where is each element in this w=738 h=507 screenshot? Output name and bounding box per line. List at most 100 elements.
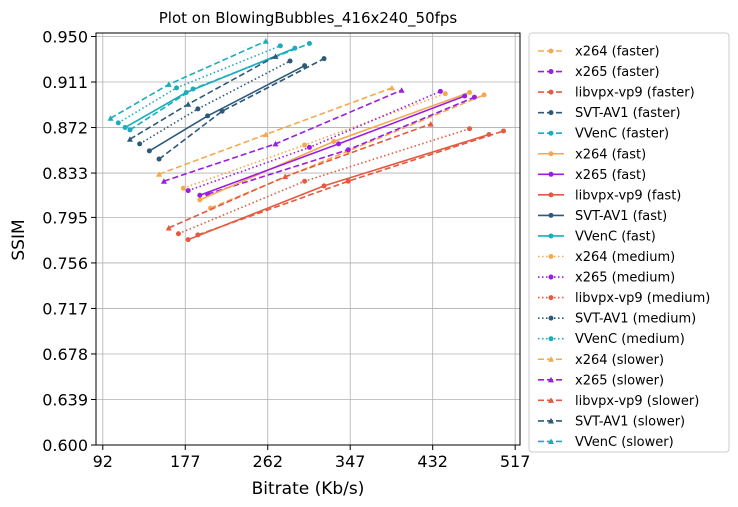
data-point: [219, 108, 225, 114]
data-point: [287, 58, 293, 64]
data-point: [197, 197, 203, 203]
data-point: [205, 113, 211, 119]
y-axis-label: SSIM: [9, 219, 29, 260]
series-line: [158, 57, 325, 160]
legend-label: SVT-AV1 (slower): [575, 414, 685, 429]
legend-label: SVT-AV1 (fast): [575, 209, 667, 224]
data-point: [122, 125, 128, 131]
y-tick-label: 0.833: [42, 164, 88, 183]
legend-item: VVenC (slower): [538, 435, 674, 450]
axis-ticks: 92 177 262 347 432 517 0.600 0.639 0.678 0.717 0.7…: [42, 28, 530, 471]
data-point: [165, 224, 172, 231]
series-x265-medium: [185, 88, 443, 194]
series-line: [117, 45, 281, 124]
legend-swatch-marker: [548, 315, 554, 321]
legend-label: x265 (fast): [575, 168, 646, 183]
legend-swatch-marker: [548, 48, 554, 54]
legend-item: libvpx-vp9 (medium): [538, 291, 710, 306]
data-point: [160, 178, 167, 184]
data-point: [336, 141, 342, 147]
plot-frame: [95, 32, 521, 446]
data-point: [471, 94, 477, 100]
legend-label: SVT-AV1 (medium): [575, 312, 696, 327]
series-svt-av1-fast: [146, 63, 308, 154]
series-libvpx-vp9-slower: [165, 121, 434, 231]
data-point: [302, 63, 308, 69]
series-svt-av1-faster: [156, 56, 327, 162]
y-tick-label: 0.872: [42, 119, 88, 138]
series-x264-medium: [180, 91, 448, 191]
data-point: [467, 90, 473, 96]
series-line: [178, 127, 470, 235]
legend-item: x264 (faster): [538, 45, 660, 60]
legend-item: SVT-AV1 (slower): [538, 414, 685, 429]
series-libvpx-vp9-fast: [185, 132, 492, 243]
legend-label: x264 (fast): [575, 147, 646, 162]
data-point: [306, 41, 312, 47]
series-x265-slower: [160, 87, 405, 184]
series-vvenc-medium: [115, 43, 283, 126]
legend-item: libvpx-vp9 (fast): [538, 188, 681, 203]
legend-swatch-marker: [548, 336, 554, 342]
data-point: [272, 140, 279, 147]
data-point: [277, 43, 283, 49]
data-point: [127, 127, 133, 133]
series-libvpx-vp9-faster: [195, 128, 507, 238]
data-point: [185, 237, 191, 243]
legend-swatch-marker: [548, 151, 554, 157]
data-point: [282, 173, 289, 180]
y-tick-label: 0.678: [42, 345, 88, 364]
data-point: [486, 132, 492, 138]
data-point: [262, 131, 269, 138]
data-point: [183, 90, 189, 96]
legend-item: x265 (slower): [538, 373, 664, 388]
legend-label: libvpx-vp9 (slower): [575, 394, 699, 409]
y-tick-label: 0.639: [42, 390, 88, 409]
chart-title: Plot on BlowingBubbles_416x240_50fps: [159, 9, 458, 28]
data-point: [501, 128, 507, 134]
data-point: [126, 136, 133, 142]
series-svt-av1-slower: [126, 53, 279, 142]
data-point: [292, 45, 298, 51]
legend-item: libvpx-vp9 (faster): [538, 86, 695, 101]
data-point: [180, 185, 186, 191]
data-point: [197, 192, 203, 198]
series-svt-av1-medium: [137, 58, 293, 147]
series-line: [139, 60, 291, 145]
y-tick-label: 0.911: [42, 73, 88, 92]
series-x264-slower: [156, 84, 395, 177]
x-tick-label: 92: [93, 452, 113, 471]
legend-label: libvpx-vp9 (faster): [575, 86, 695, 101]
series-vvenc-slower: [107, 38, 269, 121]
data-point: [462, 93, 468, 99]
legend-item: SVT-AV1 (fast): [538, 209, 667, 224]
legend-swatch-marker: [548, 254, 554, 259]
x-tick-label: 262: [252, 452, 283, 471]
legend-box: [528, 32, 730, 453]
legend-item: VVenC (medium): [538, 332, 685, 347]
legend-swatch-marker: [548, 376, 554, 383]
legend-swatch-marker: [548, 438, 554, 444]
legend-swatch-marker: [548, 130, 554, 136]
series-x264-fast: [197, 90, 473, 203]
legend-item: x264 (slower): [538, 353, 664, 368]
legend-label: x264 (medium): [575, 250, 675, 265]
data-point: [302, 178, 308, 184]
legend-label: VVenC (fast): [575, 229, 656, 244]
legend-item: VVenC (fast): [538, 229, 656, 244]
series-layer: [107, 38, 507, 243]
grid-lines: [96, 33, 520, 446]
data-point: [156, 156, 162, 162]
x-tick-label: 177: [170, 452, 201, 471]
data-point: [302, 142, 308, 148]
legend-swatch-marker: [548, 274, 554, 280]
data-point: [165, 81, 172, 87]
data-point: [442, 91, 448, 97]
data-point: [175, 231, 181, 237]
legend-swatch-marker: [548, 356, 554, 362]
legend-label: VVenC (slower): [575, 435, 674, 450]
series-line: [163, 89, 402, 182]
data-point: [137, 141, 143, 147]
data-point: [481, 92, 487, 98]
x-tick-label: 347: [335, 452, 366, 471]
